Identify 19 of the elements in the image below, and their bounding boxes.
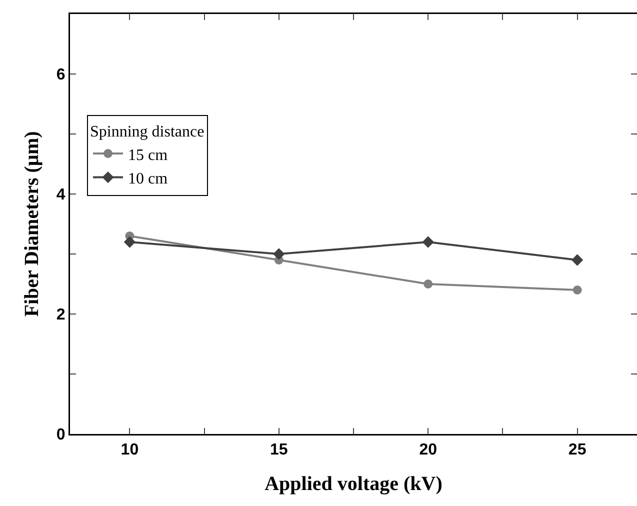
point <box>124 236 136 248</box>
x-tick-label: 10 <box>120 442 139 459</box>
y-tick-label: 0 <box>56 426 66 444</box>
legend-title: Spinning distance <box>90 124 204 141</box>
y-axis-title: Fiber Diameters (µm) <box>21 131 44 317</box>
x-axis-title: Applied voltage (kV) <box>264 472 442 495</box>
point <box>424 280 433 288</box>
legend-label: 15 cm <box>128 146 168 164</box>
legend-label: 10 cm <box>128 170 168 188</box>
point <box>422 236 434 248</box>
point <box>571 254 584 266</box>
y-tick-label: 2 <box>56 306 66 324</box>
x-tick-label: 20 <box>419 442 438 459</box>
point <box>572 286 582 294</box>
point <box>273 248 285 260</box>
x-tick-label: 25 <box>568 442 586 459</box>
x-tick-label: 15 <box>270 442 288 459</box>
y-tick-label: 6 <box>56 66 66 84</box>
y-tick-label: 4 <box>56 186 66 204</box>
